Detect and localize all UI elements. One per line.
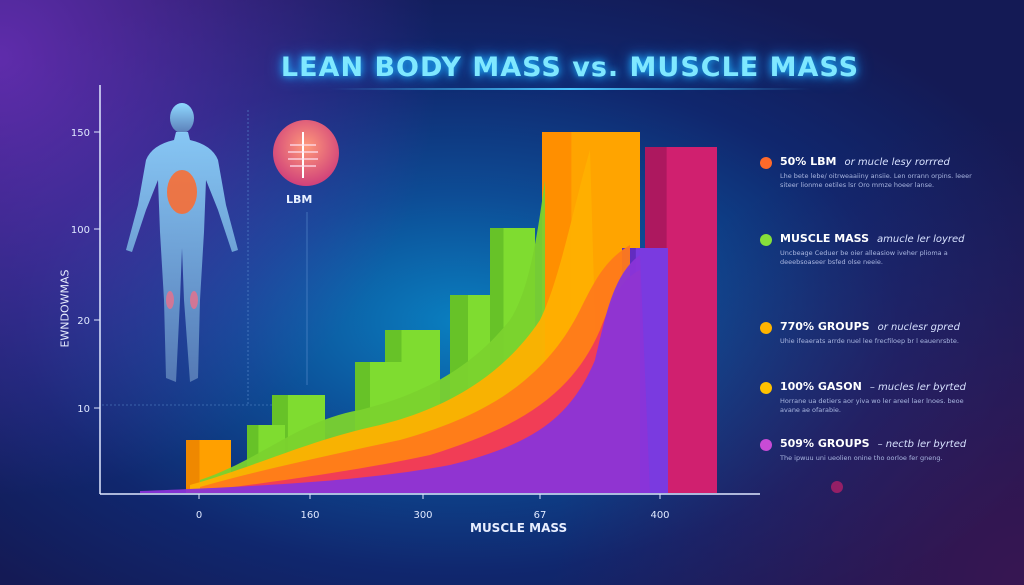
x-tick-label: 0: [196, 510, 202, 521]
y-tick-label: 10: [77, 404, 90, 415]
legend-color-dot: [760, 382, 772, 394]
legend-color-dot: [760, 322, 772, 334]
legend-title-row: 50% LBM or mucle lesy rorrred: [780, 155, 950, 168]
x-tick-label: 160: [300, 510, 319, 521]
lbm-icon-label: LBM: [286, 193, 313, 206]
legend-subtitle: – nectb ler byrted: [877, 439, 967, 450]
legend-title: 509% GROUPS: [780, 437, 870, 450]
legend-title: 50% LBM: [780, 155, 837, 168]
y-axis-label: EWNDOWMAS: [58, 269, 72, 348]
legend-description: Uhie ifeaerats arrde nuel lee frecfiloep…: [780, 337, 959, 345]
orange-step-shade: [186, 440, 200, 493]
x-tick-label: 400: [650, 510, 669, 521]
legend-title-row: 100% GASON – mucles ler byrted: [780, 380, 966, 393]
legend-title-row: 770% GROUPS or nuclesr gpred: [780, 320, 960, 333]
legend-description: The ipwuu uni ueolien onine tho oorloe f…: [780, 454, 943, 462]
y-tick-label: 150: [71, 128, 90, 139]
y-tick-label: 100: [71, 225, 90, 236]
legend-description: Lhe bete lebe/ oitrweaaiiny ansiie. Len …: [780, 172, 972, 189]
chart-title: LEAN BODY MASS vs. MUSCLE MASS: [280, 52, 860, 83]
title-underline: [330, 88, 810, 90]
legend-description: Uncbeage Ceduer be oier alleasiow iveher…: [780, 249, 948, 266]
legend-title-row: 509% GROUPS – nectb ler byrted: [780, 437, 966, 450]
x-tick-label: 67: [534, 510, 547, 521]
skeleton-icon: [273, 120, 339, 186]
legend-title: MUSCLE MASS: [780, 232, 870, 245]
legend-color-dot: [760, 234, 772, 246]
human-body-illustration: [126, 103, 238, 382]
legend-title: 100% GASON: [780, 380, 862, 393]
legend-title-row: MUSCLE MASS amucle ler loyred: [780, 232, 965, 245]
x-tick-label: 300: [413, 510, 432, 521]
legend-color-dot: [760, 439, 772, 451]
legend-title: 770% GROUPS: [780, 320, 870, 333]
legend-subtitle: – mucles ler byrted: [869, 382, 966, 393]
legend-subtitle: amucle ler loyred: [877, 234, 965, 245]
x-axis-label: MUSCLE MASS: [470, 521, 568, 535]
legend-color-dot: [760, 157, 772, 169]
legend-subtitle: or nuclesr gpred: [877, 322, 960, 333]
area-series-4: [140, 255, 650, 493]
legend-description: Horrane ua detiers aor yiva wo ler areel…: [780, 397, 964, 414]
decorative-glow-dot: [831, 481, 843, 493]
y-tick-label: 20: [77, 316, 90, 327]
legend-subtitle: or mucle lesy rorrred: [844, 157, 950, 168]
